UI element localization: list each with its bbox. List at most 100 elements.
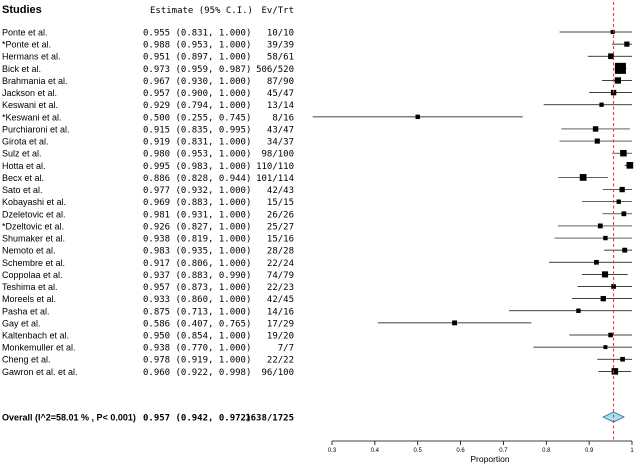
study-estimate-ci: 0.978 (0.919, 1.000) bbox=[143, 356, 251, 366]
study-evtrt: 19/20 bbox=[267, 332, 294, 342]
study-evtrt: 101/114 bbox=[256, 174, 294, 184]
study-point-estimate bbox=[594, 259, 599, 265]
study-point-estimate bbox=[600, 295, 606, 302]
study-estimate-ci: 0.955 (0.831, 1.000) bbox=[143, 29, 251, 39]
study-name: Jackson et al. bbox=[2, 88, 57, 98]
study-name: Bick et al. bbox=[2, 64, 41, 74]
study-evtrt: 10/10 bbox=[267, 29, 294, 39]
study-evtrt: 22/23 bbox=[267, 283, 294, 293]
x-axis-tick-label: 0.7 bbox=[499, 448, 508, 454]
x-axis-tick-label: 0.5 bbox=[414, 448, 423, 454]
study-name: Shumaker et al. bbox=[2, 234, 65, 244]
study-point-estimate bbox=[611, 284, 616, 289]
study-point-estimate bbox=[614, 77, 622, 84]
overall-row: Overall (I^2=58.01 % , P< 0.001) 0.957 (0… bbox=[2, 413, 294, 424]
study-estimate-ci: 0.973 (0.959, 0.987) bbox=[143, 65, 251, 75]
study-estimate-ci: 0.917 (0.806, 1.000) bbox=[143, 259, 251, 269]
study-point-estimate bbox=[624, 41, 630, 47]
x-axis: 0.3 0.4 0.5 0.6 0.7 0.8 0.9 1 Proportion bbox=[328, 440, 634, 464]
study-estimate-ci: 0.981 (0.931, 1.000) bbox=[143, 210, 251, 220]
study-point-estimate bbox=[620, 149, 627, 157]
study-name: Sato et al. bbox=[2, 185, 43, 195]
study-point-estimate bbox=[611, 368, 619, 375]
study-estimate-ci: 0.938 (0.819, 1.000) bbox=[143, 235, 251, 245]
study-evtrt: 26/26 bbox=[267, 210, 294, 220]
overall-label: Overall (I^2=58.01 % , P< 0.001) bbox=[2, 413, 136, 423]
x-axis-tick-label: 0.9 bbox=[585, 448, 594, 454]
study-rows: Ponte et al. 0.955 (0.831, 1.000) 10/10 *Po… bbox=[2, 28, 294, 378]
study-evtrt: 15/16 bbox=[267, 235, 294, 245]
study-point-estimate bbox=[614, 62, 626, 74]
study-evtrt: 42/45 bbox=[267, 295, 294, 305]
study-name: Teshima et al. bbox=[2, 282, 58, 292]
study-name: Ponte et al. bbox=[2, 28, 48, 38]
study-name: Gay et al. bbox=[2, 318, 41, 328]
study-estimate-ci: 0.933 (0.860, 1.000) bbox=[143, 295, 251, 305]
study-name: Purchiaroni et al. bbox=[2, 124, 70, 134]
x-axis-tick-label: 0.3 bbox=[328, 448, 337, 454]
study-point-estimate bbox=[579, 174, 587, 181]
study-estimate-ci: 0.926 (0.827, 1.000) bbox=[143, 222, 251, 232]
study-name: *Ponte et al. bbox=[2, 40, 51, 50]
evtrt-header: Ev/Trt bbox=[261, 6, 294, 16]
study-name: Nemoto et al. bbox=[2, 246, 56, 256]
study-estimate-ci: 0.967 (0.930, 1.000) bbox=[143, 77, 251, 87]
study-name: Keswani et al. bbox=[2, 100, 58, 110]
study-point-estimate bbox=[616, 199, 621, 204]
study-name: Moreels et al. bbox=[2, 294, 56, 304]
study-name: Hermans et al. bbox=[2, 52, 61, 62]
x-axis-tick-label: 1 bbox=[630, 448, 634, 454]
x-axis-label: Proportion bbox=[470, 454, 509, 464]
study-estimate-ci: 0.957 (0.900, 1.000) bbox=[143, 89, 251, 99]
study-point-estimate bbox=[608, 332, 613, 338]
study-point-estimate bbox=[603, 235, 608, 241]
study-evtrt: 13/14 bbox=[267, 101, 294, 111]
study-evtrt: 96/100 bbox=[261, 368, 294, 378]
study-name: Monkemuller et al. bbox=[2, 343, 76, 353]
study-estimate-ci: 0.915 (0.835, 0.995) bbox=[143, 125, 251, 135]
study-name: Coppolaa et al. bbox=[2, 270, 63, 280]
study-name: Brahmania et al. bbox=[2, 76, 68, 86]
study-point-estimate bbox=[599, 102, 604, 107]
study-evtrt: 14/16 bbox=[267, 307, 294, 317]
study-evtrt: 39/39 bbox=[267, 41, 294, 51]
study-name: Girota et al. bbox=[2, 137, 49, 147]
study-point-estimate bbox=[610, 29, 615, 35]
study-estimate-ci: 0.929 (0.794, 1.000) bbox=[143, 101, 251, 111]
study-name: Pasha et al. bbox=[2, 306, 50, 316]
study-estimate-ci: 0.937 (0.883, 0.990) bbox=[143, 271, 251, 281]
study-evtrt: 45/47 bbox=[267, 89, 294, 99]
study-evtrt: 22/22 bbox=[267, 356, 294, 366]
study-evtrt: 87/90 bbox=[267, 77, 294, 87]
study-point-estimate bbox=[619, 186, 625, 193]
study-estimate-ci: 0.957 (0.873, 1.000) bbox=[143, 283, 251, 293]
study-evtrt: 17/29 bbox=[267, 319, 294, 329]
study-estimate-ci: 0.938 (0.770, 1.000) bbox=[143, 344, 251, 354]
study-name: Kaltenbach et al. bbox=[2, 331, 69, 341]
study-evtrt: 7/7 bbox=[278, 344, 294, 354]
study-evtrt: 43/47 bbox=[267, 125, 294, 135]
study-evtrt: 22/24 bbox=[267, 259, 294, 269]
study-evtrt: 110/110 bbox=[256, 162, 294, 172]
study-name: Hotta et al. bbox=[2, 161, 46, 171]
study-name: Gawron et al. et al. bbox=[2, 367, 78, 377]
x-axis-tick-label: 0.6 bbox=[456, 448, 465, 454]
study-estimate-ci: 0.500 (0.255, 0.745) bbox=[143, 113, 251, 123]
study-evtrt: 15/15 bbox=[267, 198, 294, 208]
study-estimate-ci: 0.919 (0.831, 1.000) bbox=[143, 138, 251, 148]
study-evtrt: 42/43 bbox=[267, 186, 294, 196]
study-point-estimate bbox=[601, 271, 609, 278]
study-point-estimate bbox=[621, 211, 627, 217]
study-point-estimate bbox=[592, 126, 599, 132]
study-evtrt: 8/16 bbox=[272, 113, 294, 123]
study-estimate-ci: 0.950 (0.854, 1.000) bbox=[143, 332, 251, 342]
study-evtrt: 98/100 bbox=[261, 150, 294, 160]
study-name: Sulz et al. bbox=[2, 149, 42, 159]
study-estimate-ci: 0.983 (0.935, 1.000) bbox=[143, 247, 251, 257]
study-estimate-ci: 0.977 (0.932, 1.000) bbox=[143, 186, 251, 196]
study-estimate-ci: 0.951 (0.897, 1.000) bbox=[143, 53, 251, 63]
study-evtrt: 74/79 bbox=[267, 271, 294, 281]
study-point-estimate bbox=[603, 345, 608, 350]
study-evtrt: 34/37 bbox=[267, 138, 294, 148]
